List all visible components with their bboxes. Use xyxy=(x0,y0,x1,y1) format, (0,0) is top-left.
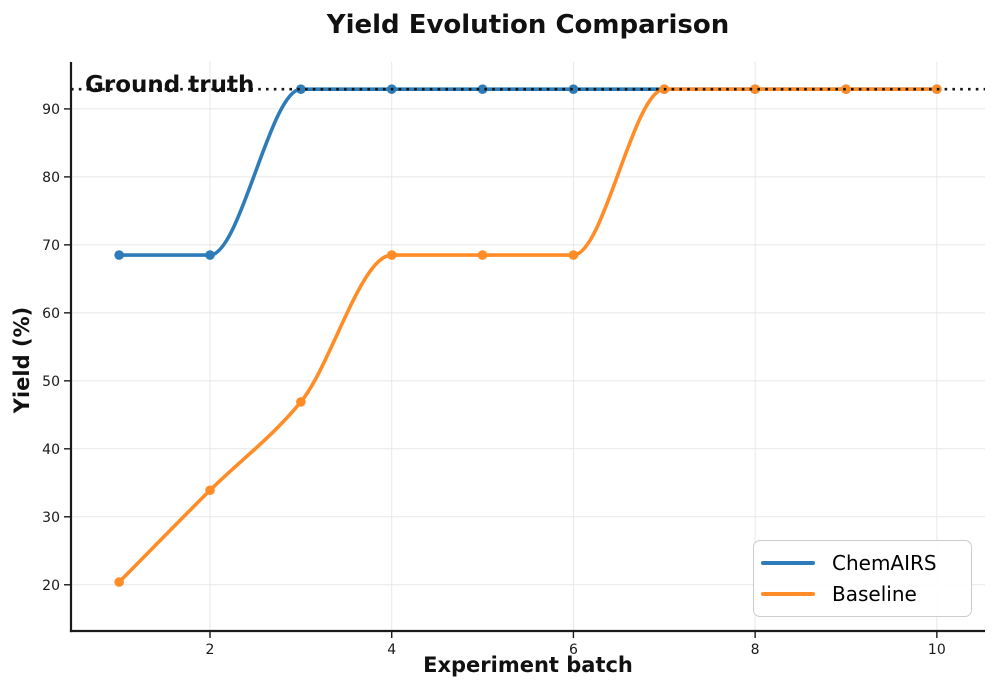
y-tick-label: 30 xyxy=(42,510,60,526)
legend-label-chemairs: ChemAIRS xyxy=(832,550,937,575)
chemairs-line-swatch xyxy=(761,560,815,565)
legend-label-baseline: Baseline xyxy=(832,582,917,607)
chart-title: Yield Evolution Comparison xyxy=(326,10,730,40)
y-tick-label: 80 xyxy=(42,170,60,186)
y-tick-label: 70 xyxy=(42,238,60,254)
y-tick-label: 90 xyxy=(42,102,60,118)
x-axis-label: Experiment batch xyxy=(423,653,633,677)
chemairs-marker xyxy=(114,250,124,260)
x-tick-label: 6 xyxy=(569,642,578,658)
chemairs-line xyxy=(117,87,939,257)
baseline-marker xyxy=(568,250,579,260)
baseline-marker xyxy=(296,397,306,407)
legend: ChemAIRS Baseline xyxy=(753,540,972,617)
x-tick-label: 4 xyxy=(387,642,396,658)
ground-truth-label: Ground truth xyxy=(85,72,255,98)
legend-item-chemairs: ChemAIRS xyxy=(761,547,961,579)
y-tick-label: 50 xyxy=(42,374,60,390)
baseline-line-swatch xyxy=(761,592,815,597)
y-tick-label: 20 xyxy=(42,578,60,594)
x-tick-label: 10 xyxy=(928,642,946,658)
baseline-marker xyxy=(114,577,124,587)
y-axis-label: Yield (%) xyxy=(10,306,34,414)
baseline-marker xyxy=(841,84,851,94)
baseline-marker xyxy=(386,250,397,260)
baseline-line xyxy=(117,87,939,584)
x-tick-label: 8 xyxy=(751,642,760,658)
chemairs-marker xyxy=(568,84,579,94)
chemairs-marker xyxy=(205,250,215,260)
chemairs-marker xyxy=(296,84,306,94)
baseline-marker xyxy=(477,250,488,260)
legend-item-baseline: Baseline xyxy=(761,579,961,611)
baseline-marker xyxy=(205,485,215,496)
y-tick-label: 60 xyxy=(42,306,60,322)
chemairs-marker xyxy=(477,84,488,94)
y-tick-label: 40 xyxy=(42,442,60,458)
baseline-marker xyxy=(750,84,760,94)
x-tick-label: 2 xyxy=(206,642,215,658)
